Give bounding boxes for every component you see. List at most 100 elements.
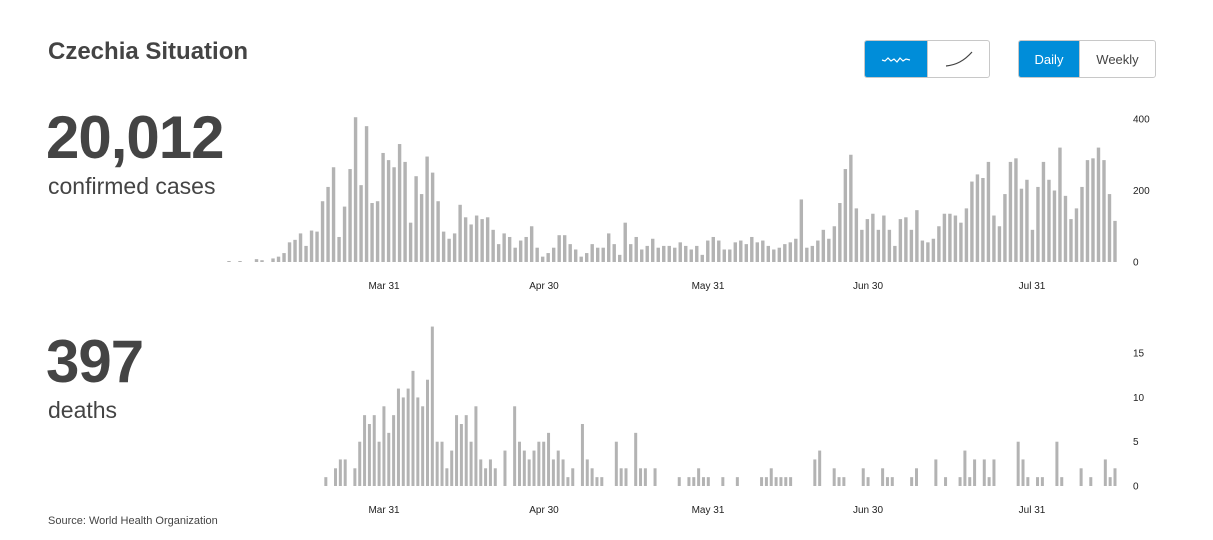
log-scale-icon (945, 51, 972, 67)
cases-bar (1030, 229, 1035, 262)
deaths-bar (866, 477, 870, 486)
cases-bar (480, 219, 484, 262)
cases-bar (337, 236, 341, 262)
deaths-bar (527, 459, 531, 486)
deaths-bar (1055, 441, 1059, 486)
deaths-bar (484, 468, 488, 486)
cases-bar (271, 258, 275, 263)
cases-bar (618, 254, 622, 262)
cases-bar (260, 260, 264, 262)
deaths-bar (915, 468, 918, 486)
cases-bar (915, 210, 919, 262)
cases-bar (282, 253, 286, 262)
deaths-bar (764, 477, 768, 486)
cases-bar (838, 203, 842, 262)
deaths-bar (992, 459, 996, 486)
cases-total: 20,012 (46, 104, 225, 171)
cases-bar (254, 259, 259, 262)
deaths-bar (934, 459, 938, 486)
deaths-bar (1036, 477, 1040, 486)
cases-bar (783, 244, 787, 263)
deaths-bar (367, 424, 371, 486)
cases-bar (937, 226, 941, 262)
cases-bar (882, 215, 886, 263)
linear-scale-button[interactable] (865, 41, 927, 77)
deaths-bar (1108, 477, 1112, 486)
cases-bar (926, 242, 930, 262)
cases-bar (469, 224, 473, 262)
cases-bar (700, 254, 704, 262)
cases-bar (959, 222, 963, 263)
cases-y-tick-label: 400 (1133, 115, 1150, 126)
deaths-bar (890, 477, 894, 486)
deaths-bar (459, 424, 463, 486)
cases-bar (678, 242, 682, 262)
deaths-bar (513, 406, 517, 486)
cases-bar (1069, 219, 1073, 262)
log-scale-button[interactable] (927, 41, 989, 77)
cases-bar (1102, 160, 1106, 262)
cases-bar (507, 236, 512, 262)
cases-bar (629, 244, 633, 263)
cases-bar (772, 249, 776, 262)
deaths-bar (639, 468, 643, 486)
cases-bar (684, 245, 688, 262)
cases-bar (799, 199, 804, 262)
deaths-bar (677, 477, 681, 486)
cases-bar (386, 160, 391, 262)
deaths-bar (464, 415, 468, 486)
deaths-bar (406, 388, 410, 486)
cases-bar (590, 244, 594, 263)
weekly-button[interactable]: Weekly (1079, 41, 1155, 77)
cases-bar (992, 215, 996, 263)
deaths-bar (392, 415, 396, 486)
cases-bar (370, 203, 374, 262)
deaths-bar (517, 441, 521, 486)
deaths-bar (1016, 441, 1020, 486)
linear-scale-icon (881, 57, 911, 63)
cases-x-tick-label: Jul 31 (1019, 281, 1046, 292)
deaths-bar (832, 468, 836, 486)
cases-bar (408, 222, 413, 263)
deaths-bar (721, 477, 725, 486)
cases-bar (1107, 194, 1112, 262)
cases-x-tick-label: Apr 30 (529, 281, 559, 292)
deaths-y-tick-label: 10 (1133, 393, 1145, 404)
deaths-bar (542, 441, 546, 486)
deaths-x-tick-label: May 31 (692, 505, 725, 516)
cases-bar (893, 245, 897, 262)
deaths-bar (735, 477, 739, 486)
deaths-bar (818, 450, 822, 486)
cases-bar (342, 206, 347, 262)
cases-bar (1063, 195, 1068, 262)
cases-bar (293, 239, 297, 262)
cases-bar (397, 144, 402, 262)
deaths-label: deaths (48, 397, 118, 423)
cases-bar (843, 169, 848, 262)
cases-bar (1008, 161, 1013, 262)
cases-bar (524, 236, 528, 262)
cases-bar (392, 167, 396, 262)
deaths-bar (1040, 477, 1044, 486)
deaths-bar (987, 477, 991, 486)
cases-bar (458, 204, 462, 262)
deaths-y-tick-label: 0 (1133, 482, 1139, 493)
cases-bar (375, 201, 380, 262)
cases-bar (821, 229, 826, 262)
daily-button[interactable]: Daily (1019, 41, 1079, 77)
cases-bar (546, 253, 550, 262)
cases-bar (414, 176, 418, 262)
cases-bar (1096, 147, 1101, 262)
deaths-bar (585, 459, 589, 486)
deaths-bar (963, 450, 967, 486)
deaths-bar (416, 397, 420, 486)
deaths-bar (537, 441, 541, 486)
cases-bar (931, 238, 936, 262)
cases-bar (651, 238, 655, 262)
deaths-bar (1060, 477, 1064, 486)
cases-bar (573, 249, 578, 262)
deaths-bar (547, 432, 551, 486)
cases-bar (739, 240, 743, 262)
deaths-bar (363, 415, 367, 486)
cases-bar (865, 219, 870, 262)
